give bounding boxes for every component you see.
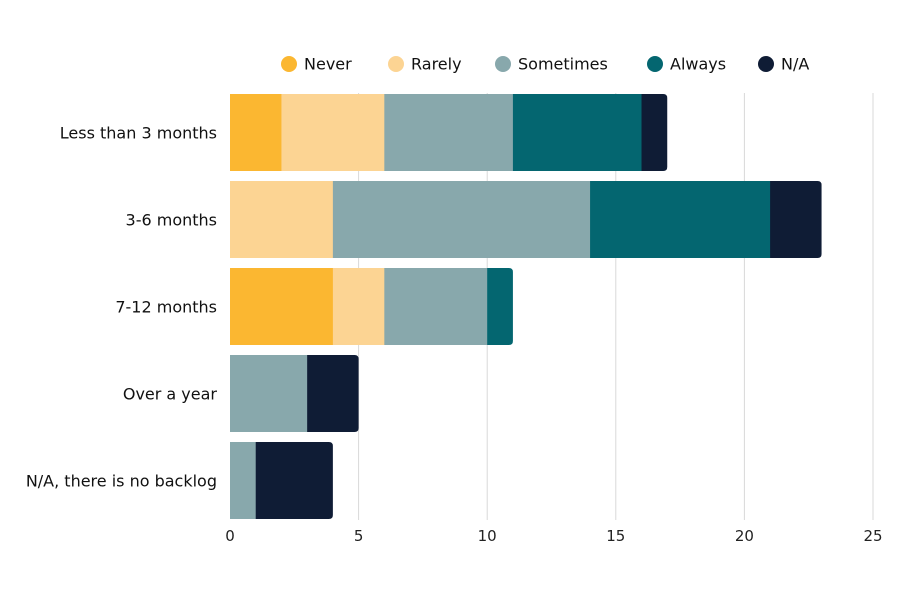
legend: Never Rarely Sometimes Always N/A bbox=[281, 55, 809, 74]
x-tick-label: 5 bbox=[354, 527, 364, 545]
category-label: 3-6 months bbox=[126, 211, 217, 230]
legend-label: Never bbox=[304, 55, 352, 74]
x-tick-label: 10 bbox=[478, 527, 497, 545]
category-label: Less than 3 months bbox=[60, 124, 217, 143]
legend-label: Rarely bbox=[411, 55, 462, 74]
legend-item: Rarely bbox=[388, 55, 462, 74]
x-tick-label: 25 bbox=[863, 527, 882, 545]
bar-segment bbox=[641, 94, 668, 171]
x-tick-label: 0 bbox=[225, 527, 235, 545]
legend-label: Sometimes bbox=[518, 55, 608, 74]
bar-segment bbox=[590, 181, 771, 258]
legend-swatch bbox=[388, 56, 404, 72]
legend-swatch bbox=[281, 56, 297, 72]
bar-segment bbox=[384, 94, 514, 171]
legend-item: N/A bbox=[758, 55, 809, 74]
bar-segment bbox=[230, 442, 257, 519]
bar-segment bbox=[332, 268, 385, 345]
legend-swatch bbox=[647, 56, 663, 72]
bar-segment bbox=[332, 181, 591, 258]
legend-item: Always bbox=[647, 55, 726, 74]
legend-item: Never bbox=[281, 55, 352, 74]
category-label: Over a year bbox=[123, 385, 218, 404]
legend-label: Always bbox=[670, 55, 726, 74]
x-axis-ticks: 0 5 10 15 20 25 bbox=[225, 527, 882, 545]
x-tick-label: 15 bbox=[606, 527, 625, 545]
y-axis-labels: Less than 3 months 3-6 months 7-12 months O… bbox=[26, 124, 218, 491]
bar-segment bbox=[770, 181, 822, 258]
category-label: N/A, there is no backlog bbox=[26, 472, 217, 491]
bar-segment bbox=[230, 355, 308, 432]
bar-segment bbox=[307, 355, 359, 432]
legend-label: N/A bbox=[781, 55, 809, 74]
category-label: 7-12 months bbox=[115, 298, 217, 317]
x-tick-label: 20 bbox=[735, 527, 754, 545]
legend-item: Sometimes bbox=[495, 55, 608, 74]
bar-segment bbox=[230, 181, 334, 258]
bar-segment bbox=[281, 94, 385, 171]
bar-segment bbox=[512, 94, 643, 171]
bar-segment bbox=[487, 268, 513, 345]
legend-swatch bbox=[495, 56, 511, 72]
bar-segment bbox=[384, 268, 488, 345]
legend-swatch bbox=[758, 56, 774, 72]
bars bbox=[230, 94, 822, 519]
bar-segment bbox=[230, 94, 282, 171]
bar-segment bbox=[255, 442, 333, 519]
bar-segment bbox=[230, 268, 334, 345]
